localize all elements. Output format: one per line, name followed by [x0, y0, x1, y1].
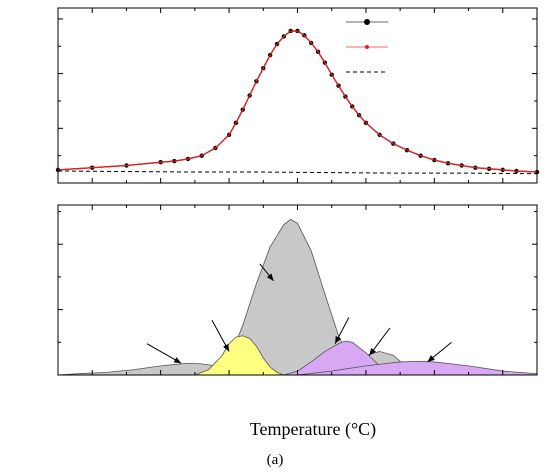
peak-arrow-head — [427, 355, 435, 362]
legend-swatch-marker — [365, 45, 369, 49]
bottom-panel — [57, 204, 538, 376]
peak-arrow-head — [173, 357, 182, 364]
top-panel — [55, 7, 540, 184]
peak-area-4 — [194, 335, 284, 376]
peak-arrow-head — [266, 273, 274, 281]
peak-arrow-head — [223, 343, 230, 352]
peak-arrow-head — [335, 336, 342, 344]
x-axis-label: Temperature (°C) — [250, 419, 376, 440]
experimental-curve-line — [57, 30, 538, 173]
legend-swatch-marker — [364, 19, 370, 25]
peak-arrow-head — [369, 347, 376, 356]
figure-caption: (a) — [267, 452, 284, 468]
approximation-curve-line — [57, 30, 538, 173]
baseline-line — [57, 170, 538, 175]
plot-frame — [57, 7, 538, 184]
